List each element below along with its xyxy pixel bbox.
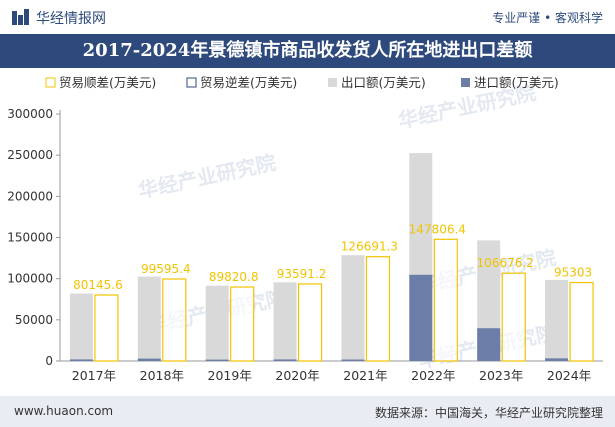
chart-title: 2017-2024年景德镇市商品收发货人所在地进出口差额 [0,34,615,68]
y-tick-label: 100000 [7,272,53,286]
import-bar [273,359,297,361]
legend-swatch [45,77,56,88]
import-bar [205,359,229,361]
legend-swatch [186,77,197,88]
surplus-bar [230,286,255,362]
legend-label: 出口额(万美元) [341,75,426,90]
surplus-data-label: 93591.2 [277,267,327,281]
surplus-data-label: 95303 [554,266,592,280]
chart: 华经产业研究院华经产业研究院华经产业研究院华经产业研究院华经产业研究院 贸易顺差… [7,75,603,383]
brand-name: 华经情报网 [36,11,106,27]
y-tick-label: 250000 [7,148,53,162]
x-tick-label: 2023年 [479,368,523,383]
data-labels: 80145.6 99595.4 89820.8 93591.2 126691.3 1478… [73,222,592,292]
x-tick-label: 2018年 [140,368,184,383]
surplus-data-label: 147806.4 [409,222,466,236]
surplus-bar [569,281,594,362]
export-bar [137,276,161,361]
surplus-data-label: 89820.8 [209,270,259,284]
surplus-bar [433,238,458,362]
surplus-data-label: 99595.4 [141,262,191,276]
import-bar [69,359,93,361]
export-bar [545,279,569,361]
import-bar [409,274,433,361]
y-tick-label: 200000 [7,189,53,203]
y-tick-label: 300000 [7,107,53,121]
import-bar [477,328,501,361]
export-bar [69,293,93,361]
surplus-bar [297,283,323,362]
y-tick-label: 150000 [7,231,53,245]
logo-icon [12,9,29,25]
surplus-data-label: 106676.2 [477,256,534,270]
bars [69,153,594,362]
x-tick-label: 2022年 [411,368,455,383]
top-bar: 华经情报网 专业严谨 • 客观科学 [0,0,615,34]
export-bar [273,282,297,361]
import-bar [545,358,569,361]
x-tick-label: 2021年 [343,368,387,383]
x-tick-label: 2024年 [547,368,591,383]
footer: www.huaon.com 数据来源：中国海关，华经产业研究院整理 [0,396,615,427]
legend-label: 贸易顺差(万美元) [59,75,156,90]
tagline: 专业严谨 • 客观科学 [492,11,603,25]
watermark-text: 华经产业研究院 [136,150,278,203]
surplus-bar [501,272,526,362]
surplus-bar [162,278,187,362]
surplus-data-label: 80145.6 [73,278,123,292]
surplus-bar [94,294,119,362]
surplus-data-label: 126691.3 [341,240,398,254]
website-link[interactable]: www.huaon.com [14,404,114,418]
legend: 贸易顺差(万美元) 贸易逆差(万美元) 出口额(万美元) 进口额(万美元) [45,75,559,90]
surplus-bar [365,256,391,362]
legend-label: 进口额(万美元) [474,75,559,90]
legend-swatch [461,78,470,87]
export-bar [341,255,365,361]
data-source: 数据来源：中国海关，华经产业研究院整理 [374,406,603,420]
y-tick-label: 50000 [15,313,53,327]
x-tick-label: 2020年 [275,368,319,383]
legend-label: 贸易逆差(万美元) [200,75,297,90]
legend-swatch [328,78,337,87]
y-tick-label: 0 [45,354,53,368]
x-tick-label: 2017年 [72,368,116,383]
export-bar [205,285,229,361]
import-bar [137,358,161,361]
import-bar [341,359,365,361]
axis: 0 50000 100000 150000 200000 250000 300000 2017… [7,107,603,383]
x-tick-label: 2019年 [208,368,252,383]
